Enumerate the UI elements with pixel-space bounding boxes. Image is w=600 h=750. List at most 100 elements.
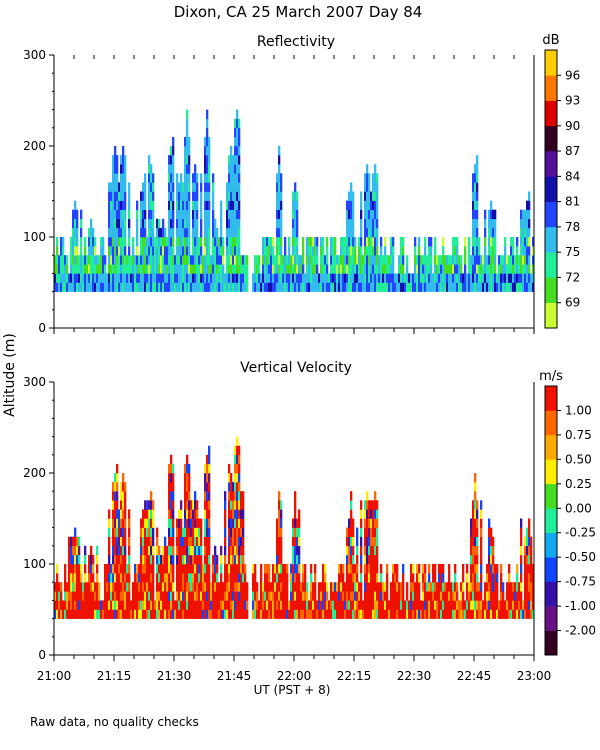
data-cell (74, 273, 77, 283)
data-cell (64, 591, 67, 601)
data-cell (502, 255, 505, 265)
data-cell (148, 582, 151, 592)
data-cell (228, 164, 231, 174)
data-cell (118, 564, 121, 574)
data-cell (514, 582, 517, 592)
data-cell (144, 237, 147, 247)
data-cell (336, 591, 339, 601)
data-cell (470, 609, 473, 619)
data-cell (372, 509, 375, 519)
data-cell (524, 591, 527, 601)
data-cell (184, 518, 187, 528)
data-cell (520, 527, 523, 537)
data-cell (522, 209, 525, 220)
colorbar-swatch (545, 483, 557, 509)
data-cell (72, 227, 75, 238)
data-cell (88, 582, 91, 592)
data-cell (68, 582, 71, 592)
data-cell (294, 536, 297, 547)
data-cell (310, 237, 313, 247)
data-cell (278, 545, 281, 556)
data-cell (56, 582, 59, 592)
data-cell (98, 600, 101, 610)
data-cell (374, 564, 377, 574)
data-cell (116, 491, 119, 501)
data-cell (190, 273, 193, 283)
data-cell (382, 609, 385, 619)
data-cell (460, 582, 463, 592)
data-cell (150, 573, 153, 583)
data-cell (286, 273, 289, 283)
colorbar-swatch (545, 630, 557, 656)
data-cell (252, 564, 255, 574)
data-cell (228, 255, 231, 265)
data-cell (352, 527, 355, 537)
data-cell (220, 246, 223, 256)
data-cell (390, 600, 393, 610)
data-cell (460, 273, 463, 283)
data-cell (60, 609, 63, 619)
data-cell (238, 500, 241, 510)
data-cell (306, 246, 309, 256)
data-cell (320, 246, 323, 256)
data-cell (524, 246, 527, 256)
colorbar-tick-label: 96 (565, 68, 580, 82)
data-cell (76, 609, 79, 619)
data-cell (238, 527, 241, 537)
data-cell (170, 191, 173, 201)
data-cell (352, 282, 355, 292)
data-cell (150, 218, 153, 229)
data-cell (190, 536, 193, 547)
data-cell (84, 591, 87, 601)
data-cell (524, 218, 527, 229)
data-cell (240, 536, 243, 547)
data-cell (212, 282, 215, 292)
data-cell (390, 582, 393, 592)
data-cell (276, 200, 279, 210)
data-cell (128, 600, 131, 610)
data-cell (334, 609, 337, 619)
data-cell (322, 573, 325, 583)
data-cell (400, 237, 403, 247)
data-cell (152, 255, 155, 265)
data-cell (208, 564, 211, 574)
data-cell (136, 200, 139, 210)
data-cell (416, 264, 419, 274)
data-cell (472, 209, 475, 220)
data-cell (292, 564, 295, 574)
data-cell (428, 273, 431, 283)
data-cell (316, 246, 319, 256)
data-cell (474, 264, 477, 274)
data-cell (152, 173, 155, 183)
data-cell (470, 255, 473, 265)
data-cell (492, 255, 495, 265)
data-cell (472, 545, 475, 556)
data-cell (500, 255, 503, 265)
data-cell (208, 600, 211, 610)
data-cell (326, 600, 329, 610)
data-cell (152, 246, 155, 256)
data-cell (484, 218, 487, 229)
data-cell (84, 255, 87, 265)
data-cell (532, 564, 535, 574)
data-cell (472, 246, 475, 256)
data-cell (164, 273, 167, 283)
data-cell (198, 545, 201, 556)
data-cell (70, 564, 73, 574)
data-cell (238, 518, 241, 528)
data-cell (348, 227, 351, 238)
data-cell (230, 246, 233, 256)
data-cell (374, 255, 377, 265)
data-cell (524, 554, 527, 565)
data-cell (330, 264, 333, 274)
data-cell (158, 282, 161, 292)
data-cell (56, 564, 59, 574)
colorbar-tick-label: 69 (565, 296, 580, 310)
data-cell (134, 609, 137, 619)
data-cell (338, 600, 341, 610)
data-cell (192, 545, 195, 556)
data-cell (274, 573, 277, 583)
data-cell (114, 509, 117, 519)
data-cell (152, 182, 155, 192)
data-cell (142, 527, 145, 537)
